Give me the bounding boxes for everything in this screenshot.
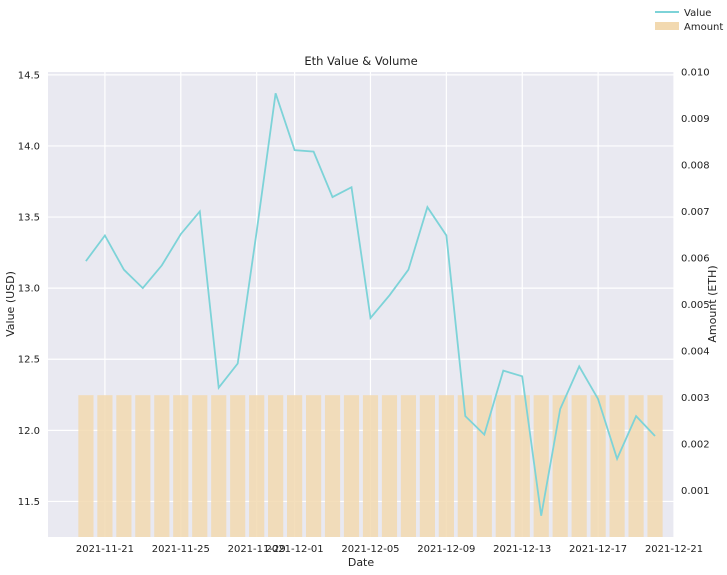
right-y-tick-label: 0.004 [681,347,710,358]
amount-bar [438,395,454,537]
x-axis-ticks: 2021-11-21 2021-11-25 2021-11-292021-12-01… [76,544,703,555]
amount-bar [287,395,303,537]
amount-bar [343,395,360,537]
amount-bar [97,395,113,537]
right-y-tick-label: 0.009 [681,114,710,125]
amount-bar [590,395,606,537]
x-tick-label: 2021-11-29 [228,544,286,555]
right-y-tick-label: 0.010 [681,68,710,79]
amount-bar [647,395,663,537]
legend-swatch-amount [655,22,679,30]
left-y-tick-label: 13.5 [18,213,40,224]
right-y-tick-label: 0.003 [681,393,710,404]
left-y-axis-ticks: 11.5 12.0 12.5 13.0 13.5 14.0 14.5 [18,70,40,508]
x-tick-label: 2021-12-17 [569,544,627,555]
amount-bar [457,395,473,537]
amount-bar [230,395,246,537]
x-tick-label: 2021-12-05 [341,544,399,555]
amount-bar [495,395,511,537]
value-series-line [85,93,656,516]
left-y-axis-label: Value (USD) [4,271,17,337]
amount-bar [381,395,398,537]
left-y-tick-label: 12.5 [18,355,40,366]
left-y-tick-label: 14.5 [18,70,40,81]
amount-bar [305,395,322,537]
legend-label-amount: Amount [684,22,723,33]
chart-title: Eth Value & Volume [304,54,417,68]
right-y-axis-label: Amount (ETH) [706,265,719,342]
amount-bars [78,395,663,537]
amount-bar [628,395,644,537]
amount-bar [135,395,151,537]
x-tick-label: 2021-12-21 [645,544,703,555]
grid-lines [48,72,675,537]
right-y-tick-label: 0.008 [681,161,710,172]
amount-bar [154,395,170,537]
right-y-tick-label: 0.005 [681,300,710,311]
amount-bar [362,395,379,537]
amount-bar [324,395,341,537]
amount-bar [571,395,587,537]
plot-background [48,72,674,537]
left-y-tick-label: 12.0 [18,426,40,437]
right-y-tick-label: 0.001 [681,486,710,497]
x-tick-label: 2021-12-01 [266,544,324,555]
right-y-axis-ticks: 0.001 0.002 0.003 0.004 0.005 0.006 0.007 0.008… [681,68,710,498]
legend-label-value: Value [684,8,711,19]
amount-bar [268,395,284,537]
amount-bar [78,395,94,537]
amount-bar [552,395,568,537]
right-y-tick-label: 0.002 [681,440,710,451]
amount-bar [609,395,625,537]
right-y-tick-label: 0.007 [681,207,710,218]
x-tick-label: 2021-12-13 [493,544,551,555]
left-y-tick-label: 14.0 [18,141,40,152]
x-tick-label: 2021-12-09 [417,544,475,555]
left-y-tick-label: 11.5 [18,497,40,508]
amount-bar [173,395,189,537]
right-y-tick-label: 0.006 [681,254,710,265]
x-tick-label: 2021-11-25 [152,544,210,555]
x-tick-label: 2021-11-21 [76,544,134,555]
left-y-tick-label: 13.0 [18,284,40,295]
amount-bar [533,395,549,537]
amount-bar [116,395,132,537]
amount-bar [211,395,227,537]
legend: Value Amount [655,8,723,33]
amount-bar [249,395,265,537]
amount-bar [400,395,417,537]
x-axis-label: Date [348,556,375,569]
amount-bar [192,395,208,537]
amount-bar [514,395,530,537]
amount-bar [419,395,435,537]
